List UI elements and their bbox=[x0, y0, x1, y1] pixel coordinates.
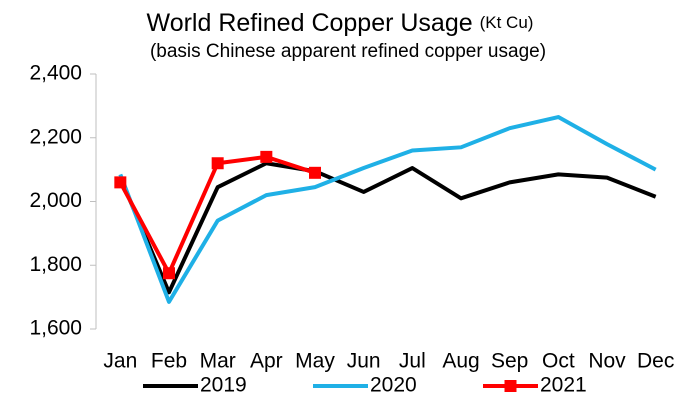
x-tick-label: May bbox=[295, 350, 335, 373]
y-tick-label: 1,800 bbox=[29, 253, 82, 276]
x-tick-label: Oct bbox=[542, 350, 575, 373]
x-tick-label: Feb bbox=[151, 350, 187, 373]
y-tick-label: 1,600 bbox=[29, 317, 82, 340]
y-tick-label: 2,400 bbox=[29, 62, 82, 85]
x-tick-label: Dec bbox=[637, 350, 674, 373]
x-tick-label: Apr bbox=[250, 350, 283, 373]
title-unit: (Kt Cu) bbox=[480, 13, 534, 32]
title-text: World Refined Copper Usage bbox=[147, 9, 473, 37]
series-line bbox=[118, 161, 657, 295]
x-tick-label: Jan bbox=[103, 350, 137, 373]
legend-label: 2021 bbox=[540, 374, 587, 397]
series-marker bbox=[211, 157, 224, 170]
x-tick-label: Jul bbox=[399, 350, 426, 373]
chart-title: World Refined Copper Usage (Kt Cu) bbox=[147, 9, 534, 37]
x-tick-label: Aug bbox=[442, 350, 479, 373]
chart-subtitle: (basis Chinese apparent refined copper u… bbox=[150, 41, 546, 62]
series-marker bbox=[260, 150, 273, 163]
x-tick-label: Mar bbox=[200, 350, 236, 373]
series-line bbox=[118, 115, 657, 304]
series-marker bbox=[309, 166, 321, 179]
series-marker bbox=[114, 176, 127, 189]
series-marker bbox=[163, 267, 175, 280]
x-tick-label: Jun bbox=[347, 350, 381, 373]
y-tick-label: 2,000 bbox=[29, 189, 82, 212]
x-tick-label: Nov bbox=[588, 350, 626, 373]
legend-label: 2019 bbox=[200, 374, 247, 397]
legend-label: 2020 bbox=[370, 374, 417, 397]
y-tick-label: 2,200 bbox=[29, 125, 82, 148]
legend-marker bbox=[504, 380, 517, 392]
x-tick-label: Sep bbox=[491, 350, 528, 373]
